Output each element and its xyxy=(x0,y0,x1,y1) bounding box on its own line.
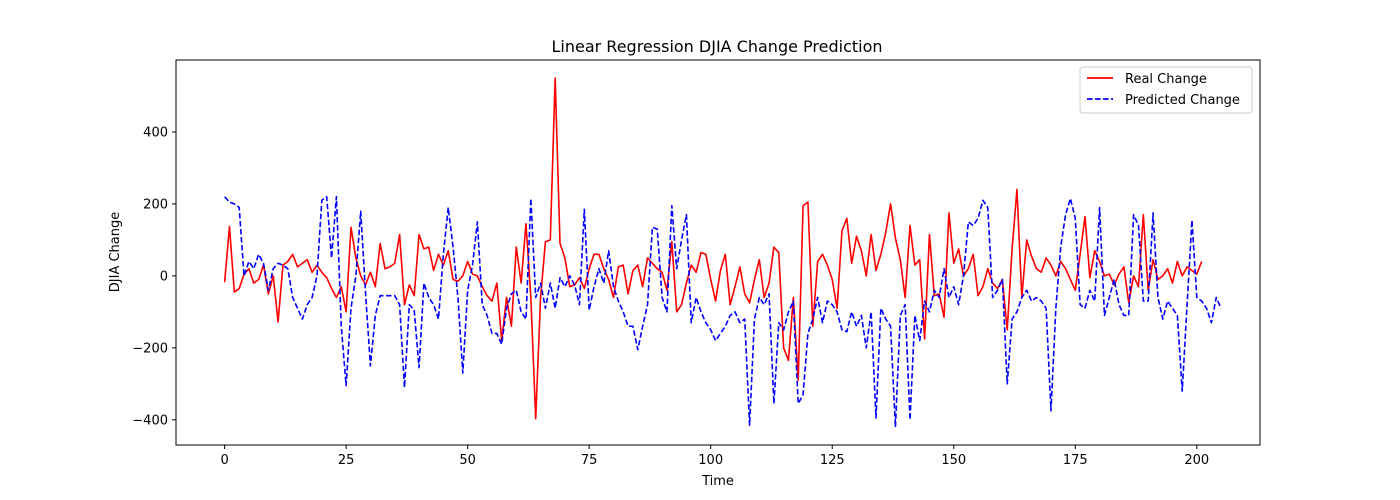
series-line-real-change xyxy=(223,77,1203,420)
y-tick-label: 0 xyxy=(160,269,168,284)
x-tick-label: 200 xyxy=(1184,453,1209,468)
x-tick-label: 75 xyxy=(581,453,598,468)
series-line-predicted-change xyxy=(224,195,1222,428)
x-tick-label: 0 xyxy=(220,453,228,468)
y-tick-label: −200 xyxy=(132,341,168,356)
x-tick-label: 50 xyxy=(459,453,476,468)
y-tick-label: 400 xyxy=(143,125,168,140)
y-tick-label: 200 xyxy=(143,197,168,212)
x-axis-title: Time xyxy=(701,474,734,489)
x-tick-label: 125 xyxy=(820,453,845,468)
y-axis: −400 −200 0 200 400 xyxy=(132,125,176,428)
legend-label-real: Real Change xyxy=(1125,72,1207,87)
legend: Real Change Predicted Change xyxy=(1079,66,1253,114)
chart-title: Linear Regression DJIA Change Prediction xyxy=(551,37,882,56)
y-tick-label: −400 xyxy=(132,413,168,428)
legend-box xyxy=(1079,66,1253,114)
x-axis: 0 25 50 75 100 125 150 175 200 xyxy=(220,445,1209,468)
series-layer xyxy=(223,77,1222,428)
x-tick-label: 150 xyxy=(941,453,966,468)
plot-area xyxy=(175,59,1261,446)
x-tick-label: 25 xyxy=(338,453,355,468)
x-tick-label: 175 xyxy=(1063,453,1088,468)
plot-frame xyxy=(175,59,1261,446)
y-axis-title: DJIA Change xyxy=(108,212,123,292)
legend-label-predicted: Predicted Change xyxy=(1125,93,1240,108)
x-tick-label: 100 xyxy=(698,453,723,468)
